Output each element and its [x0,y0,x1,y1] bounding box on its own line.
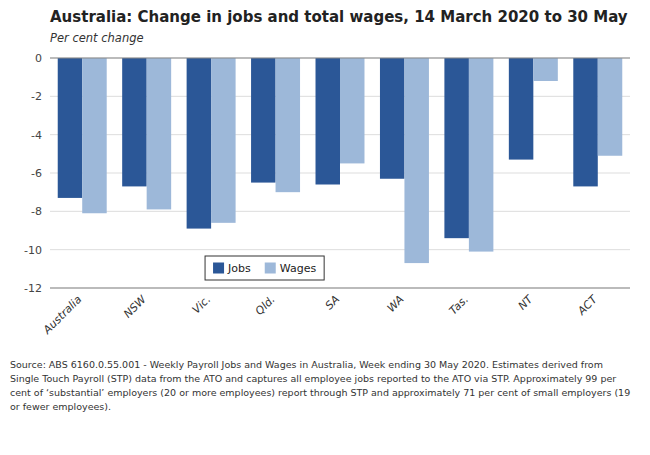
legend-label: Wages [280,262,317,275]
bar [444,58,468,238]
subtitle: Per cent change [50,31,144,45]
chart: Australia: Change in jobs and total wage… [0,0,650,455]
bar [147,58,171,209]
y-tick-label: 0 [35,52,42,65]
y-tick-label: -8 [31,205,42,218]
source-line: or fewer employees). [10,401,111,412]
x-axis-line [50,288,630,289]
grid-line [50,58,630,59]
legend: Jobs Wages [205,256,324,280]
x-tick-label: NT [516,292,537,313]
y-tick-label: -4 [31,129,42,142]
bar [276,58,300,192]
bar [573,58,597,186]
y-tick-label: -2 [31,90,42,103]
source-line: Source: ABS 6160.0.55.001 - Weekly Payro… [10,359,603,370]
bar [509,58,533,160]
x-tick-label: Qld. [253,293,278,318]
grid-line [50,211,630,212]
bar [211,58,235,223]
legend-swatch [265,263,276,274]
bar [58,58,82,198]
y-tick-label: -6 [31,167,42,180]
bars [58,58,623,263]
zero-line [50,58,630,59]
legend-frame [205,256,324,280]
x-tick-label: Vic. [190,293,213,316]
source-line: cent of ‘substantial’ employers (20 or m… [10,387,630,398]
grid-line [50,249,630,250]
source-line: Single Touch Payroll (STP) data from the… [10,373,616,384]
grid-line [50,288,630,289]
y-tick-label: -10 [24,244,42,257]
bar [340,58,364,163]
legend-label: Jobs [227,262,251,275]
bar [82,58,106,213]
bar [533,58,557,81]
bar [251,58,275,183]
bar [122,58,146,186]
bar [316,58,340,185]
x-tick-label: Australia [40,293,84,337]
bar [187,58,211,229]
bar [598,58,622,156]
y-tick-label: -12 [24,282,42,295]
title: Australia: Change in jobs and total wage… [50,8,628,26]
x-tick-label: SA [323,293,342,312]
bar [469,58,493,252]
x-tick-label: Tas. [447,293,471,317]
grid [50,58,630,288]
x-tick-label: NSW [121,292,149,320]
x-tick-label: ACT [574,292,600,318]
x-tick-label: WA [385,293,407,315]
legend-swatch [213,263,224,274]
bar [380,58,404,179]
source: Source: ABS 6160.0.55.001 - Weekly Payro… [10,359,630,412]
bar [404,58,428,263]
